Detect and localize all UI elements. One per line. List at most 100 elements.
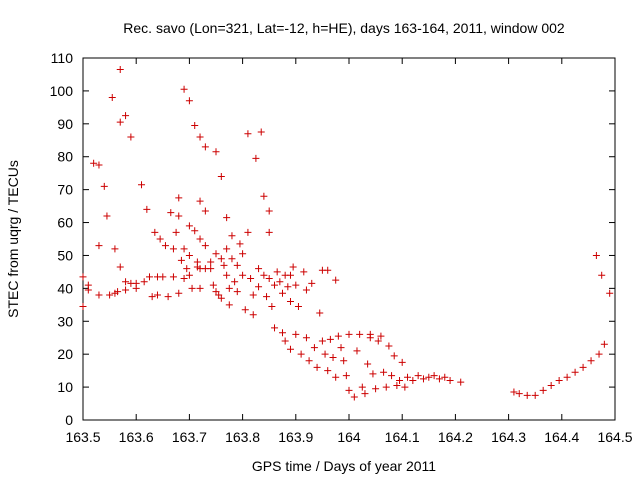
data-point	[374, 337, 382, 345]
data-point	[236, 240, 244, 248]
data-point	[151, 228, 159, 236]
data-point	[515, 390, 523, 398]
data-point	[183, 265, 191, 273]
data-point	[247, 274, 255, 282]
y-tick-label: 20	[57, 346, 73, 362]
data-point	[313, 363, 321, 371]
data-point	[419, 375, 427, 383]
data-point	[95, 161, 103, 169]
data-point	[324, 266, 332, 274]
data-point	[393, 381, 401, 389]
x-tick-label: 163.5	[65, 429, 100, 445]
data-point	[146, 273, 153, 281]
data-point	[207, 265, 215, 273]
data-point	[271, 324, 279, 332]
y-tick-label: 10	[57, 379, 73, 395]
data-point	[138, 181, 146, 189]
data-point	[257, 128, 265, 136]
data-point	[579, 363, 587, 371]
x-axis-ticks: 163.5 163.6 163.7 163.8 163.9 164 164.1 164.2 16…	[65, 58, 633, 445]
chart-title: Rec. savo (Lon=321, Lat=-12, h=HE), days…	[123, 20, 565, 36]
data-point	[175, 194, 183, 202]
data-point	[122, 278, 130, 286]
data-point	[396, 377, 404, 385]
data-point	[217, 255, 225, 263]
data-point	[196, 197, 204, 205]
data-point	[310, 344, 318, 352]
data-point	[268, 302, 276, 310]
y-tick-label: 70	[57, 182, 73, 198]
x-tick-label: 163.8	[225, 429, 260, 445]
data-point	[369, 370, 377, 378]
data-point	[606, 289, 614, 297]
data-point	[587, 357, 595, 365]
data-point	[122, 286, 130, 294]
data-point	[555, 377, 563, 385]
x-tick-label: 164.4	[544, 429, 579, 445]
data-point	[207, 258, 215, 266]
x-tick-label: 163.6	[119, 429, 154, 445]
data-point	[217, 172, 225, 180]
data-point	[289, 263, 297, 271]
data-point	[127, 133, 135, 141]
y-tick-label: 60	[57, 215, 73, 231]
data-point	[153, 291, 161, 299]
data-point	[302, 286, 310, 294]
data-point	[364, 360, 372, 368]
data-point	[172, 228, 180, 236]
data-point	[196, 284, 204, 292]
data-point	[329, 353, 337, 361]
data-point	[159, 273, 167, 281]
data-points	[79, 66, 614, 401]
data-point	[95, 242, 103, 250]
data-point	[446, 377, 454, 385]
data-point	[108, 93, 116, 101]
data-point	[114, 288, 122, 296]
data-point	[388, 372, 396, 380]
data-point	[595, 350, 603, 358]
data-point	[279, 329, 286, 337]
data-point	[326, 335, 334, 343]
data-point	[180, 85, 188, 93]
x-tick-label: 164.2	[438, 429, 473, 445]
data-point	[185, 271, 193, 279]
data-point	[332, 276, 340, 284]
x-tick-label: 164	[337, 429, 361, 445]
data-point	[366, 334, 374, 342]
data-point	[337, 344, 345, 352]
data-point	[79, 273, 87, 281]
data-point	[209, 281, 217, 289]
data-point	[382, 383, 390, 391]
data-point	[380, 368, 388, 376]
data-point	[334, 332, 342, 340]
data-point	[90, 159, 98, 167]
data-point	[84, 281, 92, 289]
data-point	[95, 291, 103, 299]
data-point	[244, 130, 252, 138]
data-point	[345, 386, 353, 394]
data-point	[196, 133, 204, 141]
x-tick-label: 164.1	[385, 429, 420, 445]
data-point	[372, 385, 380, 393]
data-point	[233, 288, 241, 296]
x-tick-label: 163.7	[172, 429, 207, 445]
data-point	[265, 228, 273, 236]
data-point	[260, 192, 268, 200]
data-point	[547, 381, 555, 389]
data-point	[361, 390, 369, 398]
data-point	[260, 271, 268, 279]
data-point	[148, 293, 156, 301]
data-point	[255, 265, 263, 273]
data-point	[180, 274, 188, 282]
y-tick-label: 100	[50, 83, 74, 99]
data-point	[286, 345, 294, 353]
x-tick-label: 163.9	[278, 429, 313, 445]
data-point	[286, 298, 294, 306]
data-point	[225, 301, 233, 309]
data-point	[169, 245, 177, 253]
data-point	[228, 232, 236, 240]
data-point	[302, 334, 310, 342]
data-point	[279, 289, 286, 297]
data-point	[201, 207, 209, 215]
data-point	[116, 118, 124, 126]
